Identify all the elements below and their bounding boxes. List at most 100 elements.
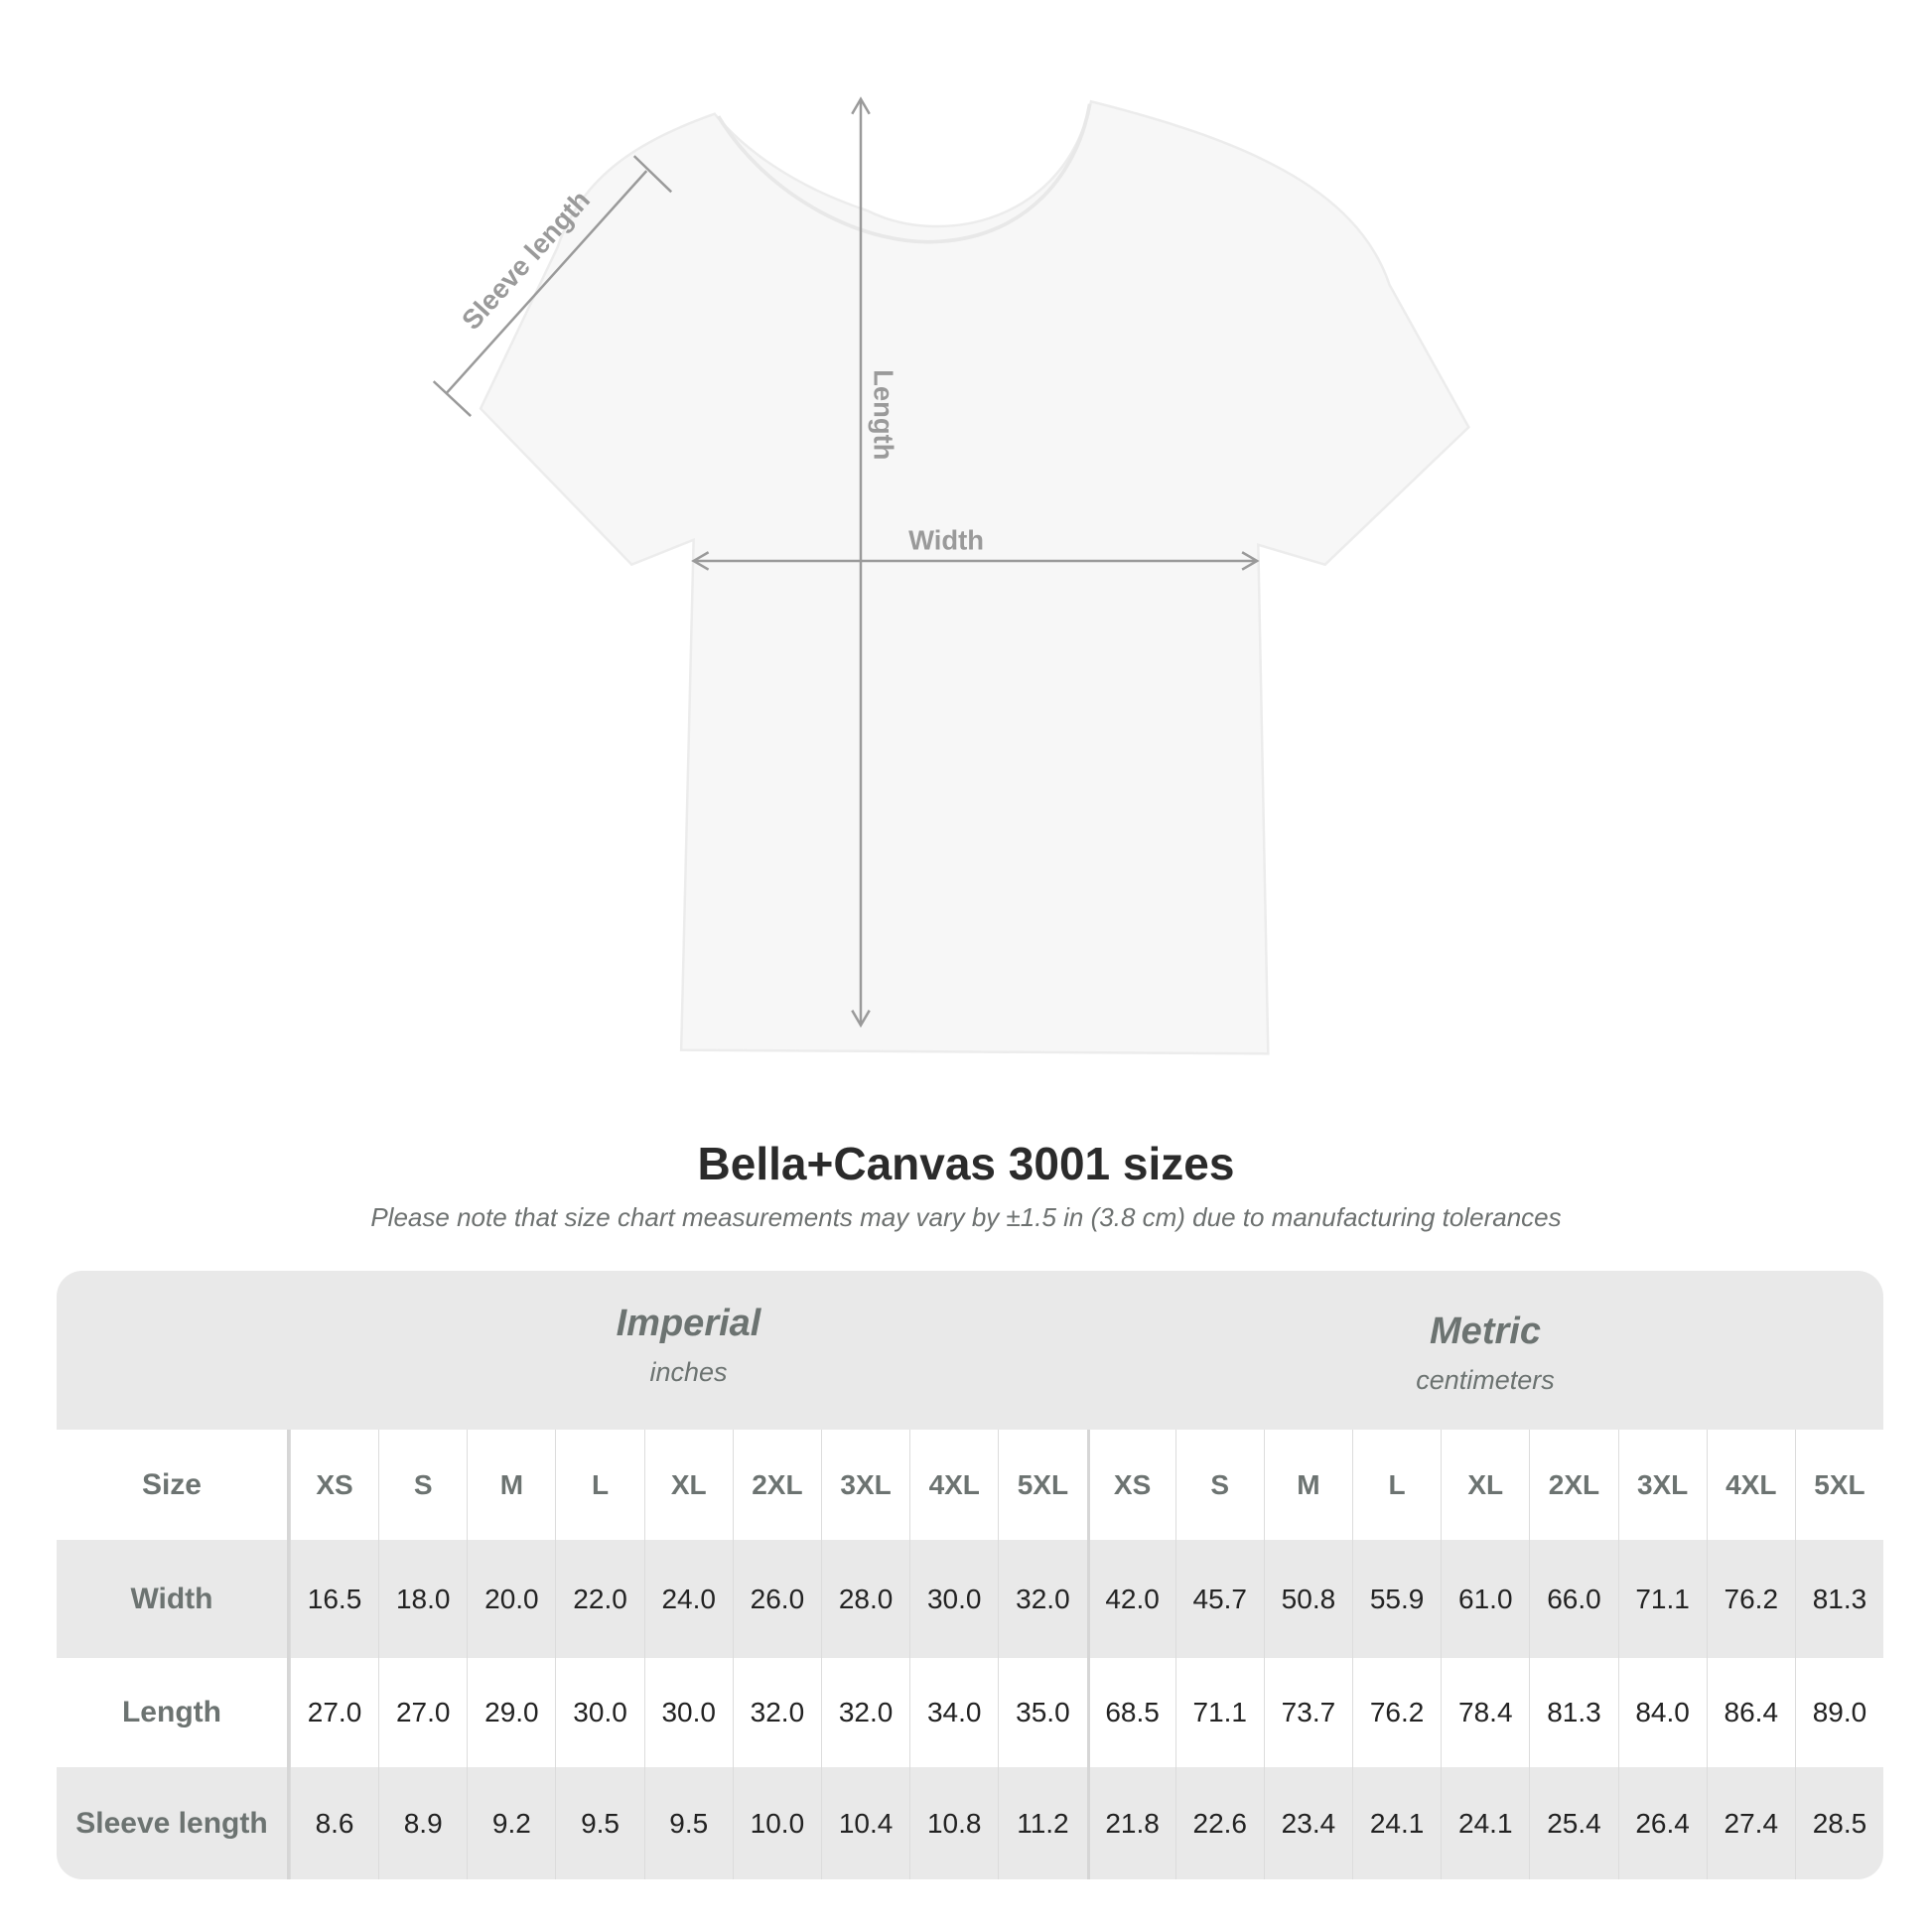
tshirt-illustration bbox=[479, 99, 1470, 1055]
tolerance-note: Please note that size chart measurements… bbox=[370, 1202, 1562, 1232]
metric-value-cell: 84.0 bbox=[1617, 1658, 1707, 1767]
imperial-value-cell: 28.0 bbox=[820, 1540, 909, 1658]
metric-value-cell: 55.9 bbox=[1352, 1540, 1441, 1658]
size-header-metric: 3XL bbox=[1617, 1430, 1707, 1540]
size-table: Imperial inches Metric centimeters Size X… bbox=[57, 1271, 1883, 1879]
imperial-value-cell: 30.0 bbox=[909, 1540, 998, 1658]
imperial-value-cell: 34.0 bbox=[909, 1658, 998, 1767]
metric-value-cell: 81.3 bbox=[1794, 1540, 1883, 1658]
imperial-value-cell: 9.2 bbox=[467, 1767, 555, 1879]
imperial-value-cell: 9.5 bbox=[555, 1767, 643, 1879]
metric-value-cell: 42.0 bbox=[1086, 1540, 1175, 1658]
size-header-metric: L bbox=[1352, 1430, 1441, 1540]
imperial-title: Imperial bbox=[616, 1303, 761, 1344]
imperial-value-cell: 10.0 bbox=[732, 1767, 821, 1879]
metric-value-cell: 22.6 bbox=[1174, 1767, 1264, 1879]
metric-value-cell: 26.4 bbox=[1617, 1767, 1707, 1879]
imperial-value-cell: 24.0 bbox=[643, 1540, 733, 1658]
length-arrowhead-bottom bbox=[851, 1010, 871, 1029]
size-header-imperial: 5XL bbox=[998, 1430, 1086, 1540]
size-header-metric: M bbox=[1263, 1430, 1352, 1540]
metric-value-cell: 73.7 bbox=[1263, 1658, 1352, 1767]
metric-value-cell: 71.1 bbox=[1174, 1658, 1264, 1767]
imperial-value-cell: 10.4 bbox=[820, 1767, 909, 1879]
metric-value-cell: 71.1 bbox=[1617, 1540, 1707, 1658]
metric-value-cell: 23.4 bbox=[1263, 1767, 1352, 1879]
metric-value-cell: 27.4 bbox=[1706, 1767, 1795, 1879]
imperial-value-cell: 22.0 bbox=[555, 1540, 643, 1658]
imperial-value-cell: 32.0 bbox=[820, 1658, 909, 1767]
metric-value-cell: 68.5 bbox=[1086, 1658, 1175, 1767]
imperial-value-cell: 11.2 bbox=[998, 1767, 1086, 1879]
sleeve-tick-start bbox=[432, 380, 472, 417]
unit-header-band: Imperial inches Metric centimeters bbox=[57, 1271, 1883, 1430]
table-row: Width 16.5 18.0 20.0 22.0 24.0 26.0 28.0 30.0 32.… bbox=[57, 1540, 1883, 1658]
metric-title: Metric bbox=[1430, 1311, 1541, 1352]
size-header-imperial: L bbox=[555, 1430, 643, 1540]
imperial-unit: inches bbox=[649, 1357, 728, 1387]
size-header-metric: 4XL bbox=[1706, 1430, 1795, 1540]
size-header-metric: XL bbox=[1441, 1430, 1529, 1540]
imperial-value-cell: 29.0 bbox=[467, 1658, 555, 1767]
imperial-value-cell: 32.0 bbox=[732, 1658, 821, 1767]
metric-value-cell: 76.2 bbox=[1352, 1658, 1441, 1767]
size-chart-title: Bella+Canvas 3001 sizes bbox=[697, 1138, 1235, 1189]
length-arrowhead-top bbox=[851, 96, 871, 115]
metric-value-cell: 25.4 bbox=[1529, 1767, 1617, 1879]
width-arrowhead-left bbox=[691, 551, 710, 571]
size-header-metric: 5XL bbox=[1794, 1430, 1883, 1540]
imperial-value-cell: 26.0 bbox=[732, 1540, 821, 1658]
size-header-imperial: M bbox=[467, 1430, 555, 1540]
metric-value-cell: 76.2 bbox=[1706, 1540, 1795, 1658]
metric-value-cell: 66.0 bbox=[1529, 1540, 1617, 1658]
tshirt-collar bbox=[716, 103, 1092, 244]
metric-value-cell: 24.1 bbox=[1441, 1767, 1529, 1879]
size-header-imperial: 2XL bbox=[732, 1430, 821, 1540]
sleeve-tick-end bbox=[632, 155, 673, 194]
metric-value-cell: 78.4 bbox=[1441, 1658, 1529, 1767]
imperial-value-cell: 27.0 bbox=[289, 1658, 378, 1767]
metric-value-cell: 45.7 bbox=[1174, 1540, 1264, 1658]
size-header-row: Size XS S M L XL 2XL 3XL 4XL 5XL XS S M L XL 2XL 3XL 4XL 5… bbox=[57, 1430, 1883, 1540]
width-arrowhead-right bbox=[1241, 551, 1260, 571]
metric-value-cell: 86.4 bbox=[1706, 1658, 1795, 1767]
imperial-value-cell: 18.0 bbox=[378, 1540, 467, 1658]
size-label: Size bbox=[57, 1430, 290, 1540]
size-header-imperial: 3XL bbox=[820, 1430, 909, 1540]
imperial-value-cell: 27.0 bbox=[378, 1658, 467, 1767]
length-label: Length bbox=[869, 369, 899, 460]
size-header-imperial: XS bbox=[289, 1430, 378, 1540]
row-label: Length bbox=[57, 1658, 290, 1767]
row-label: Width bbox=[57, 1540, 290, 1658]
sleeve-arrow bbox=[445, 170, 648, 395]
imperial-value-cell: 30.0 bbox=[643, 1658, 733, 1767]
imperial-value-cell: 35.0 bbox=[998, 1658, 1086, 1767]
imperial-value-cell: 9.5 bbox=[643, 1767, 733, 1879]
size-header-metric: XS bbox=[1086, 1430, 1175, 1540]
imperial-value-cell: 30.0 bbox=[555, 1658, 643, 1767]
metric-value-cell: 50.8 bbox=[1263, 1540, 1352, 1658]
width-label: Width bbox=[908, 525, 984, 556]
imperial-value-cell: 20.0 bbox=[467, 1540, 555, 1658]
table-row: Length 27.0 27.0 29.0 30.0 30.0 32.0 32.0 34.0 35… bbox=[57, 1658, 1883, 1767]
metric-value-cell: 89.0 bbox=[1794, 1658, 1883, 1767]
size-header-imperial: S bbox=[378, 1430, 467, 1540]
tshirt-diagram: Sleeve length Length Width bbox=[432, 96, 1470, 1055]
metric-value-cell: 24.1 bbox=[1352, 1767, 1441, 1879]
row-label: Sleeve length bbox=[57, 1767, 290, 1879]
size-header-metric: 2XL bbox=[1529, 1430, 1617, 1540]
metric-unit: centimeters bbox=[1416, 1365, 1555, 1395]
metric-value-cell: 61.0 bbox=[1441, 1540, 1529, 1658]
imperial-value-cell: 16.5 bbox=[289, 1540, 378, 1658]
table-row: Sleeve length 8.6 8.9 9.2 9.5 9.5 10.0 10.4 10.8… bbox=[57, 1767, 1883, 1879]
imperial-value-cell: 32.0 bbox=[998, 1540, 1086, 1658]
imperial-value-cell: 8.6 bbox=[289, 1767, 378, 1879]
imperial-value-cell: 10.8 bbox=[909, 1767, 998, 1879]
metric-value-cell: 21.8 bbox=[1086, 1767, 1175, 1879]
metric-value-cell: 81.3 bbox=[1529, 1658, 1617, 1767]
size-header-imperial: XL bbox=[643, 1430, 733, 1540]
metric-value-cell: 28.5 bbox=[1794, 1767, 1883, 1879]
metric-header: Metric centimeters bbox=[1087, 1311, 1883, 1396]
imperial-header: Imperial inches bbox=[290, 1303, 1087, 1388]
size-header-imperial: 4XL bbox=[909, 1430, 998, 1540]
